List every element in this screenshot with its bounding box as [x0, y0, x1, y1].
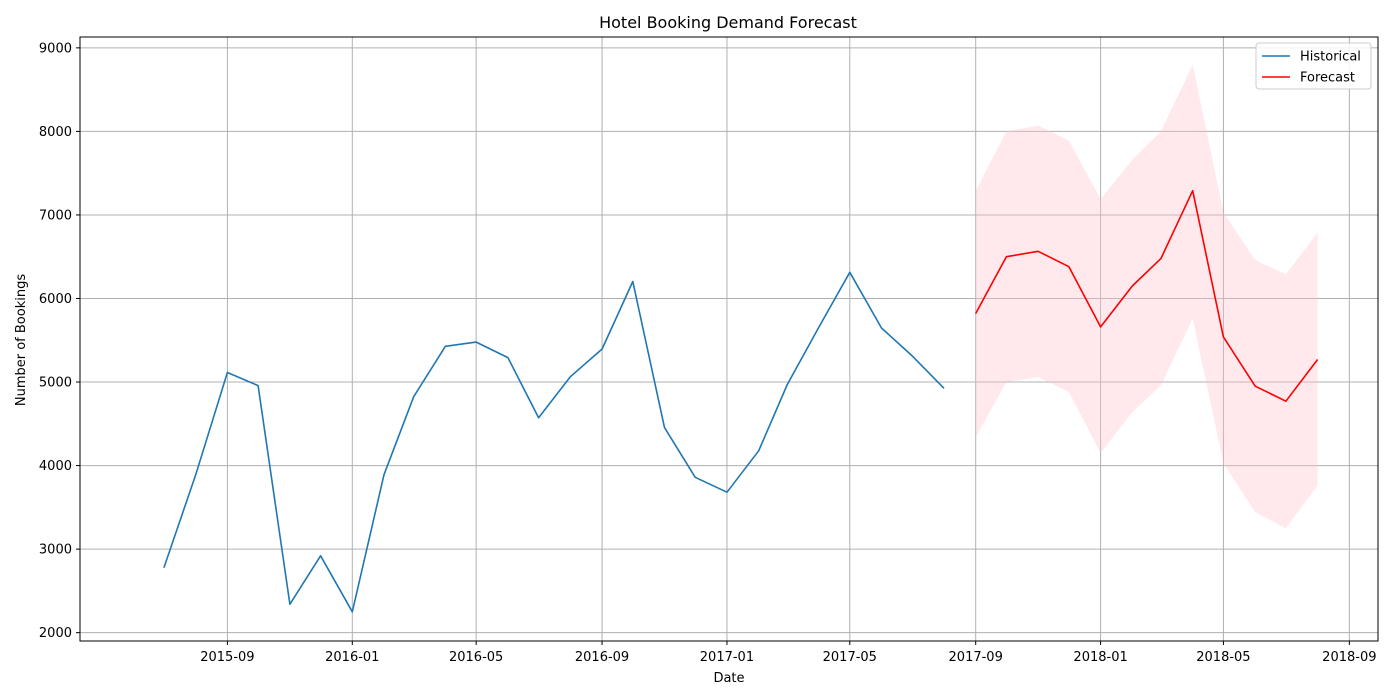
- grid-lines: [80, 37, 1378, 641]
- x-tick-label: 2016-09: [575, 650, 629, 665]
- x-tick-label: 2016-01: [325, 650, 379, 665]
- y-tick-label: 6000: [39, 292, 72, 307]
- legend-label-forecast: Forecast: [1300, 71, 1355, 86]
- y-tick-label: 4000: [39, 459, 72, 474]
- series-line-forecast: [974, 189, 1319, 403]
- y-tick-label: 9000: [39, 41, 72, 56]
- series-lines: [163, 189, 1319, 613]
- y-axis-ticks: 2000 3000 4000 5000 6000 7000 8000 9000: [39, 41, 80, 641]
- x-tick-label: 2017-05: [823, 650, 877, 665]
- y-tick-label: 7000: [39, 208, 72, 223]
- x-tick-label: 2018-01: [1073, 650, 1127, 665]
- chart-title: Hotel Booking Demand Forecast: [599, 13, 857, 32]
- y-tick-label: 3000: [39, 543, 72, 558]
- y-tick-label: 2000: [39, 626, 72, 641]
- x-tick-label: 2017-01: [700, 650, 754, 665]
- series-line-historical: [163, 271, 945, 613]
- y-tick-label: 5000: [39, 376, 72, 391]
- x-tick-label: 2017-09: [949, 650, 1003, 665]
- legend-label-historical: Historical: [1300, 50, 1361, 65]
- x-tick-label: 2018-09: [1322, 650, 1376, 665]
- legend: Historical Forecast: [1255, 42, 1372, 90]
- y-tick-label: 8000: [39, 125, 72, 140]
- x-tick-label: 2016-05: [449, 650, 503, 665]
- x-tick-label: 2015-09: [200, 650, 254, 665]
- y-axis-label: Number of Bookings: [14, 274, 29, 406]
- forecast-confidence-band: [975, 64, 1318, 529]
- confidence-band-area: [975, 64, 1318, 529]
- x-tick-label: 2018-05: [1196, 650, 1250, 665]
- x-axis-ticks: 2015-09 2016-01 2016-05 2016-09 2017-01 2017-…: [200, 641, 1377, 665]
- plot-frame: [79, 36, 1379, 642]
- x-axis-label: Date: [713, 671, 744, 686]
